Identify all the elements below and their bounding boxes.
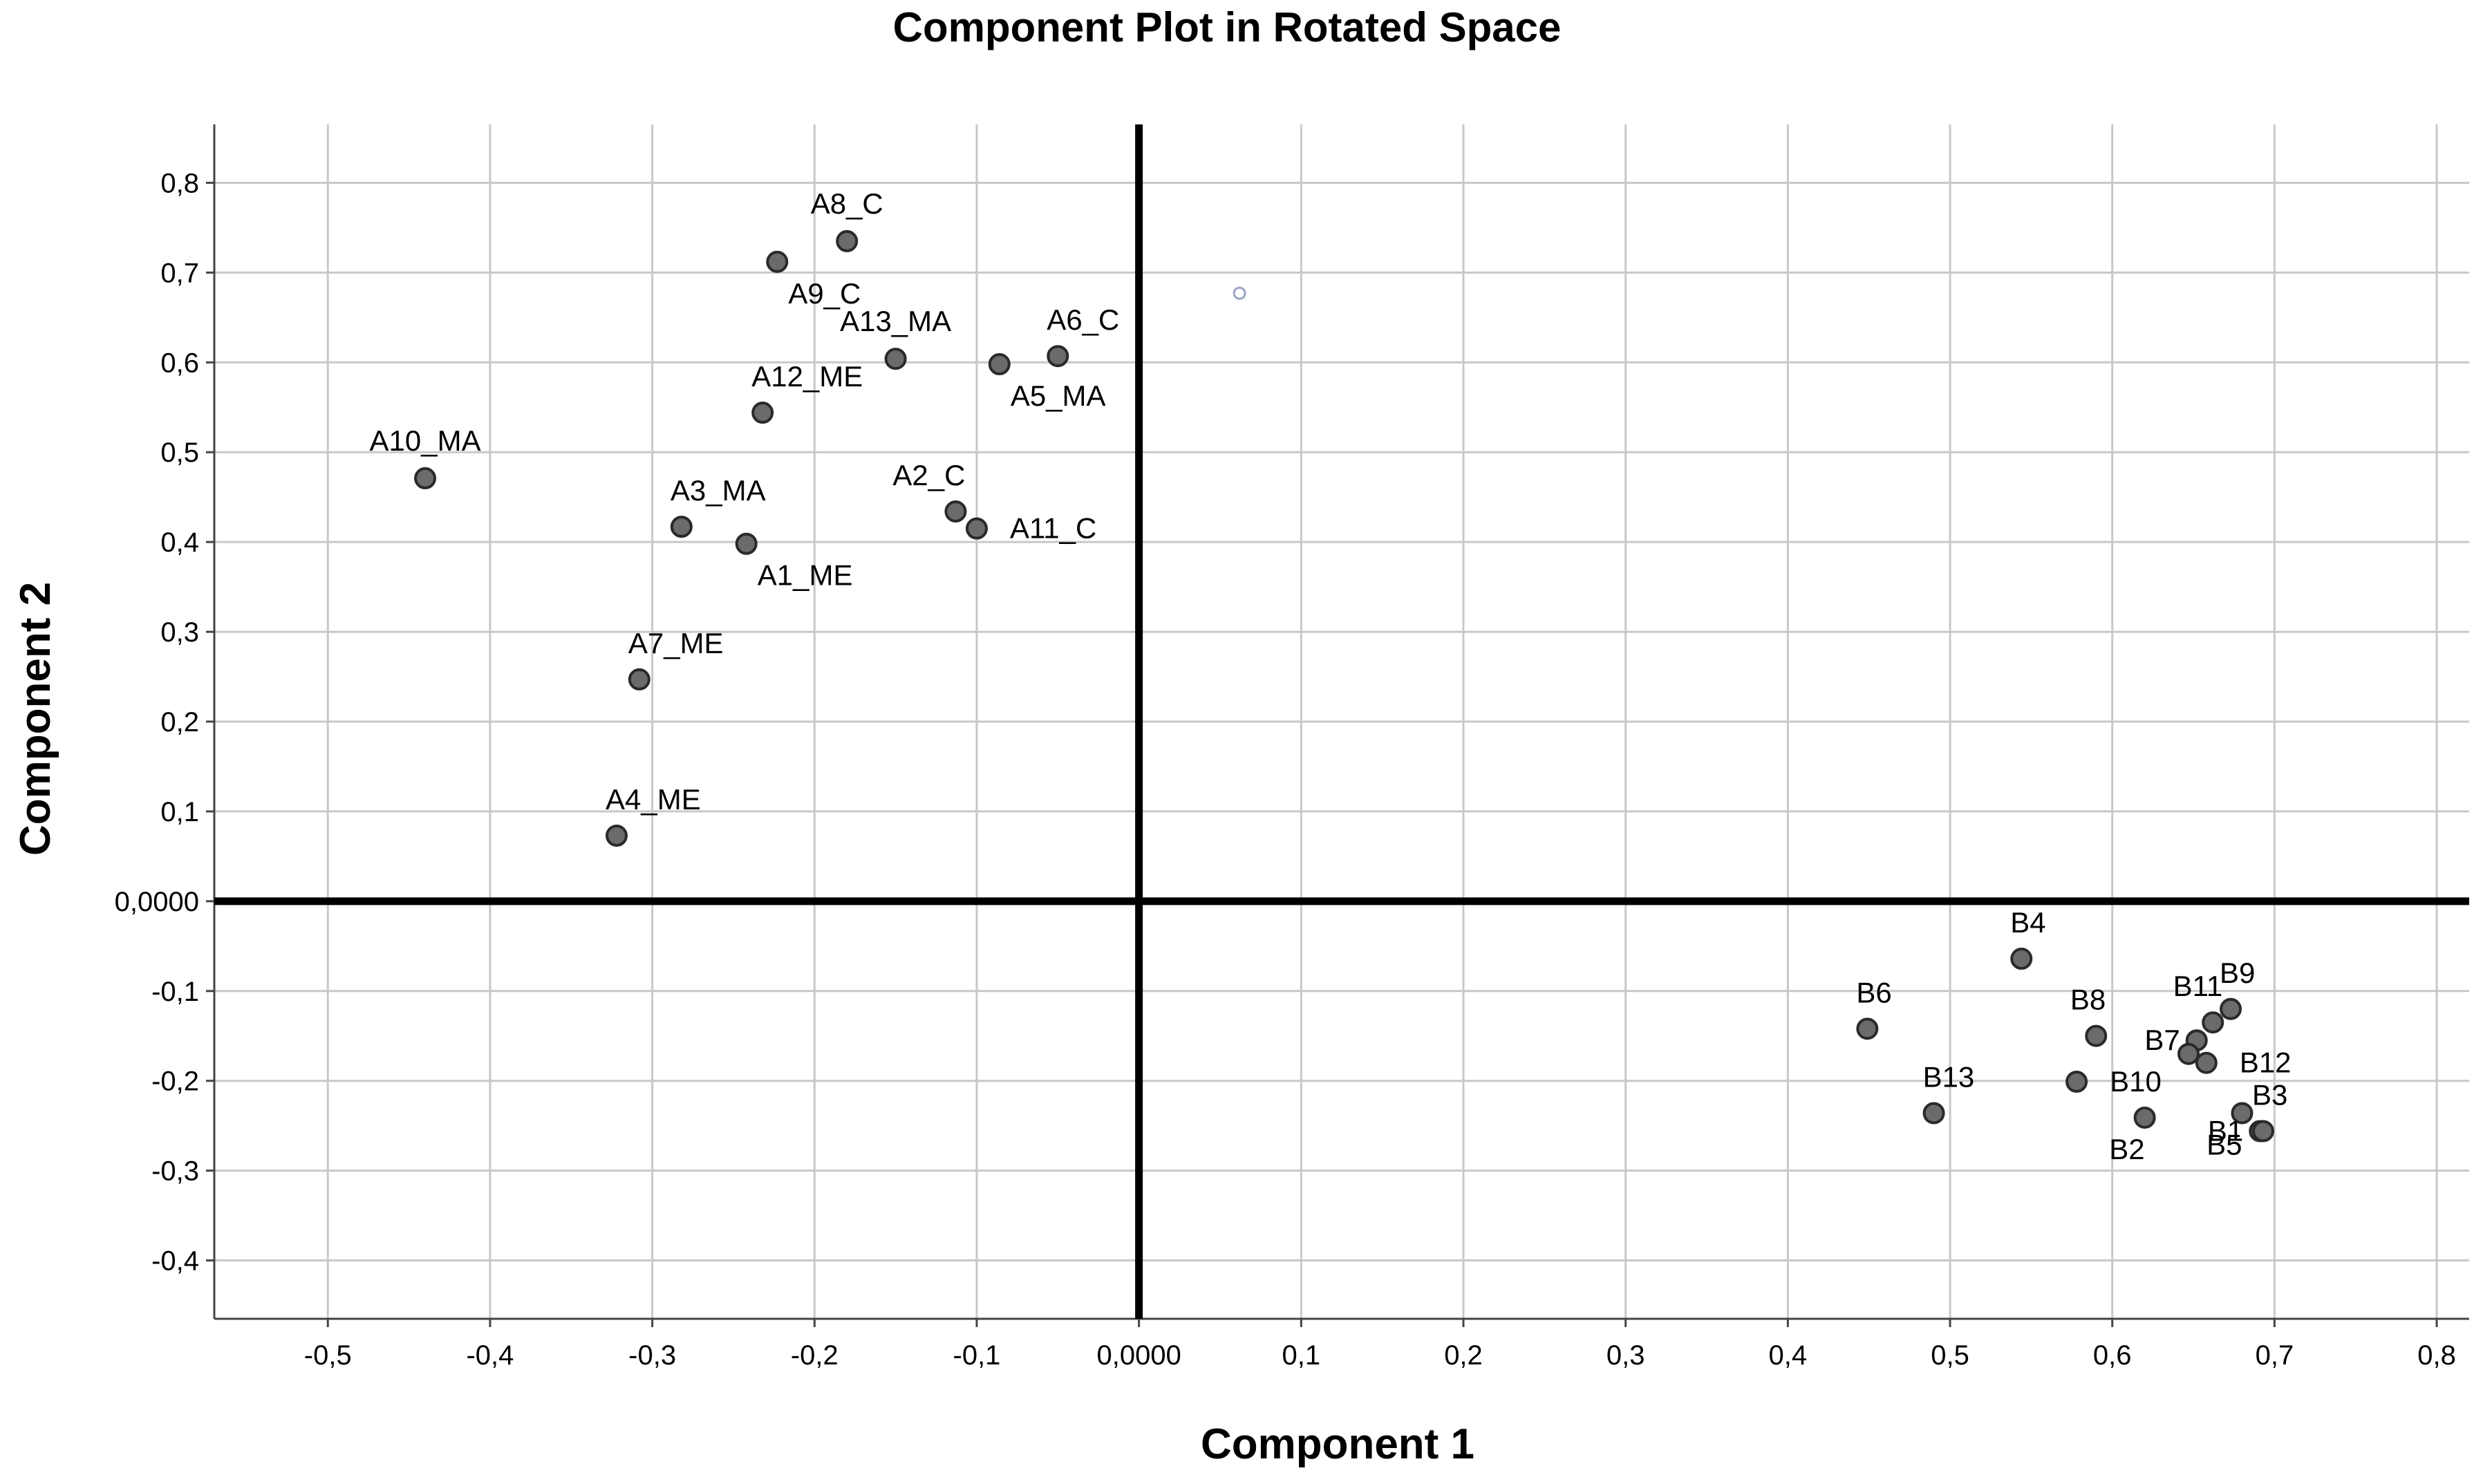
point-label-a10_ma: A10_MA [370, 424, 481, 457]
y-tick-label-7: 0,1 [160, 797, 199, 827]
y-tick-label-12: -0,4 [151, 1246, 199, 1277]
y-tick-label-6: 0,2 [160, 707, 199, 738]
data-points [414, 229, 2274, 1143]
data-point-b3 [2251, 1120, 2274, 1143]
data-point-a2_c [944, 500, 967, 523]
point-label-a8_c: A8_C [811, 187, 883, 220]
data-point-a3_ma [670, 516, 693, 538]
point-label-b1: B1 [2208, 1114, 2243, 1147]
data-point-b5 [2231, 1102, 2254, 1125]
data-point-b4 [2010, 948, 2033, 970]
x-tick-label-7: 0,2 [1444, 1340, 1483, 1371]
data-point-a13_ma [884, 348, 907, 370]
point-label-b5: B5 [2206, 1128, 2242, 1161]
data-point-a8_c [836, 229, 859, 252]
y-axis-title: Component 2 [12, 582, 59, 856]
y-tick-label-4: 0,4 [160, 527, 199, 558]
data-point-b10 [2065, 1070, 2088, 1093]
data-point-unlabeled-20 [2177, 1042, 2200, 1065]
point-label-a11_c: A11_C [1010, 512, 1096, 545]
data-point-b9 [2220, 997, 2242, 1020]
data-point-b6 [1856, 1017, 1879, 1040]
data-point-b13 [1922, 1102, 1945, 1125]
data-point-a5_ma [988, 353, 1011, 375]
y-tick-label-9: -0,1 [151, 977, 199, 1007]
x-tick-labels: -0,5 -0,4 -0,3 -0,2 -0,1 0,0000 0,1 0,2 0,3 0,4 0,… [304, 1340, 2456, 1371]
data-point-b8 [2085, 1024, 2108, 1047]
point-label-b11: B11 [2173, 970, 2223, 1002]
point-label-b2: B2 [2109, 1133, 2144, 1165]
y-tick-label-8: 0,0000 [115, 887, 199, 917]
x-tick-label-6: 0,1 [1282, 1340, 1321, 1371]
point-label-b13: B13 [1923, 1060, 1975, 1093]
point-label-a7_me: A7_ME [628, 627, 724, 659]
x-tick-label-13: 0,8 [2417, 1340, 2456, 1371]
data-point-a7_me [628, 668, 650, 691]
y-tick-label-2: 0,6 [160, 348, 199, 378]
hollow-point-0 [1233, 286, 1246, 300]
data-point-a6_c [1047, 345, 1069, 368]
x-tick-label-10: 0,5 [1931, 1340, 1969, 1371]
point-label-a3_ma: A3_MA [671, 474, 766, 507]
x-tick-label-8: 0,3 [1606, 1340, 1645, 1371]
point-label-b10: B10 [2110, 1065, 2162, 1098]
x-tick-label-1: -0,4 [466, 1340, 514, 1371]
data-point-b11 [2202, 1011, 2224, 1034]
data-point-b12 [2195, 1051, 2218, 1074]
data-point-a11_c [965, 517, 988, 540]
chart-title: Component Plot in Rotated Space [893, 4, 1562, 50]
y-tick-label-5: 0,3 [160, 617, 199, 648]
x-tick-label-9: 0,4 [1769, 1340, 1808, 1371]
point-label-a2_c: A2_C [892, 459, 965, 491]
x-tick-label-4: -0,1 [953, 1340, 1001, 1371]
x-axis-title: Component 1 [1201, 1420, 1474, 1468]
y-tick-label-0: 0,8 [160, 168, 199, 198]
data-point-a1_me [735, 532, 758, 555]
point-label-b12: B12 [2240, 1046, 2292, 1079]
y-tick-labels: 0,8 0,7 0,6 0,5 0,4 0,3 0,2 0,1 0,0000 -0,1 -0,2 -0… [115, 168, 199, 1276]
y-tick-label-1: 0,7 [160, 258, 199, 288]
x-tick-label-5: 0,0000 [1096, 1340, 1181, 1371]
data-point-a10_ma [414, 467, 437, 489]
point-label-a12_me: A12_ME [751, 360, 863, 393]
zero-axes [214, 124, 2469, 1319]
hollow-points [1233, 286, 1246, 300]
x-tick-label-11: 0,6 [2093, 1340, 2132, 1371]
point-label-a5_ma: A5_MA [1011, 379, 1106, 412]
plot-frame [206, 124, 2469, 1327]
point-label-b8: B8 [2070, 984, 2106, 1016]
point-label-b6: B6 [1856, 976, 1891, 1008]
x-tick-label-2: -0,3 [628, 1340, 676, 1371]
data-point-a4_me [605, 825, 628, 847]
gridlines [214, 124, 2469, 1319]
data-point-b2 [2133, 1106, 2156, 1129]
point-label-a4_me: A4_ME [606, 783, 701, 816]
x-tick-label-0: -0,5 [304, 1340, 352, 1371]
data-point-a9_c [766, 250, 789, 273]
point-label-a1_me: A1_ME [758, 559, 853, 592]
y-tick-label-10: -0,2 [151, 1067, 199, 1097]
y-tick-label-11: -0,3 [151, 1156, 199, 1187]
point-label-b3: B3 [2252, 1078, 2287, 1111]
data-point-a12_me [751, 402, 774, 424]
point-label-b7: B7 [2144, 1024, 2180, 1056]
point-label-a9_c: A9_C [788, 277, 861, 310]
x-tick-label-3: -0,2 [791, 1340, 838, 1371]
y-tick-label-3: 0,5 [160, 438, 199, 468]
point-label-a6_c: A6_C [1047, 303, 1119, 336]
point-label-b9: B9 [2220, 957, 2255, 989]
point-label-a13_ma: A13_MA [840, 305, 951, 337]
point-label-b4: B4 [2010, 906, 2045, 939]
x-tick-label-12: 0,7 [2256, 1340, 2294, 1371]
